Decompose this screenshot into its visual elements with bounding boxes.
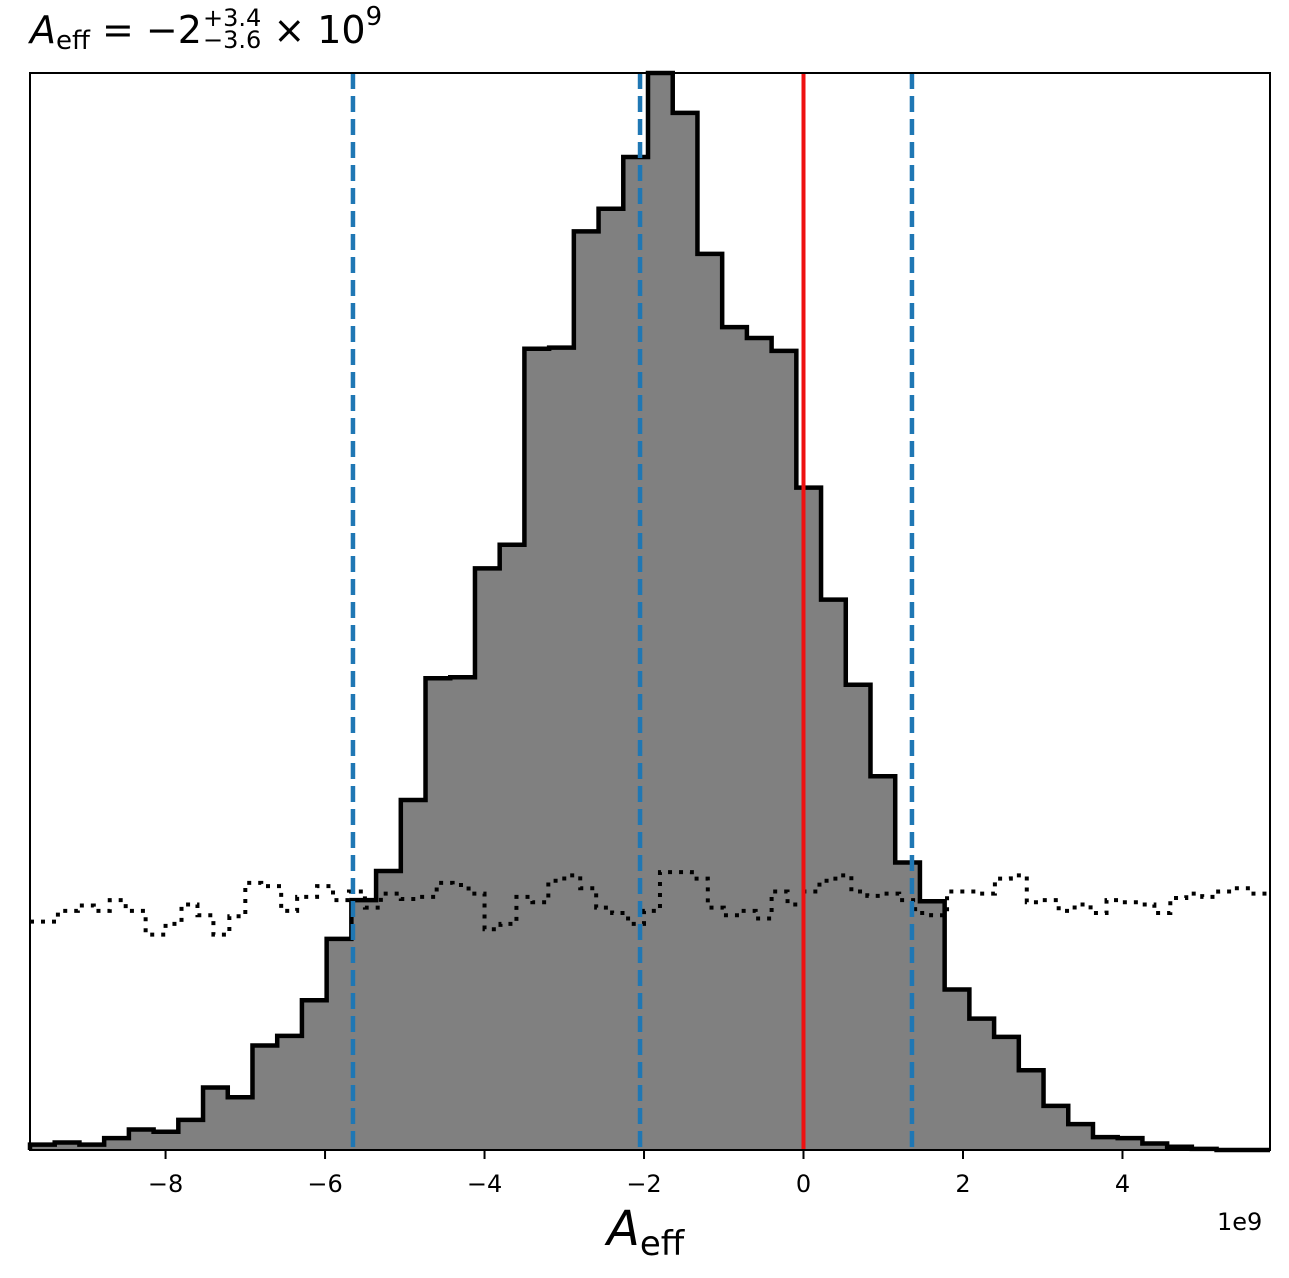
histogram-bar: [944, 989, 970, 1150]
x-tick-label: −2: [626, 1170, 661, 1198]
x-tick-label: 2: [955, 1170, 970, 1198]
histogram-bar: [994, 1036, 1020, 1150]
histogram-bar: [203, 1087, 229, 1150]
histogram-bar: [1018, 1070, 1045, 1150]
histogram-bar: [549, 347, 575, 1150]
histogram-bar: [672, 112, 698, 1150]
title-times: × 10: [273, 8, 366, 52]
title-symbol: A: [30, 8, 56, 52]
x-tick-label: 0: [796, 1170, 811, 1198]
x-tick-label: 4: [1115, 1170, 1130, 1198]
histogram-bar: [697, 253, 723, 1150]
histogram-bar: [277, 1035, 303, 1150]
histogram-outline: [27, 70, 1270, 1153]
histogram-bar: [919, 901, 946, 1150]
x-axis-label: Aeff: [607, 1205, 684, 1261]
histogram-bar: [1117, 1138, 1143, 1150]
histogram-bar: [573, 231, 600, 1151]
xlabel-subscript: eff: [639, 1224, 685, 1264]
histogram-bar: [227, 1097, 253, 1150]
histogram-bars: [30, 73, 1218, 1151]
title-subscript: eff: [56, 26, 90, 56]
plot-frame: [29, 72, 1271, 1151]
histogram-bar: [746, 337, 773, 1150]
histogram-bar: [499, 544, 525, 1150]
histogram-bar: [969, 1018, 995, 1150]
histogram-bar: [178, 1119, 204, 1150]
title-upper-error: +3.4: [202, 3, 262, 32]
histogram-bar: [450, 677, 476, 1150]
histogram-bar: [425, 678, 451, 1150]
histogram-bar: [796, 487, 822, 1150]
x-axis-ticks: −8 −6 −4 −2 0 2 4: [148, 1150, 1130, 1198]
histogram-bar: [474, 568, 501, 1150]
histogram-bar: [79, 1144, 105, 1150]
histogram-bar: [376, 871, 402, 1150]
histogram-bar: [623, 157, 649, 1151]
histogram-bar: [845, 684, 871, 1150]
xlabel-symbol: A: [607, 1201, 640, 1257]
histogram-bar: [104, 1138, 130, 1150]
histogram-bar: [722, 327, 748, 1150]
x-axis-offset-label: 1e9: [1217, 1208, 1263, 1236]
histogram-bar: [1043, 1105, 1069, 1150]
histogram-bar: [598, 208, 624, 1150]
histogram-bar: [351, 900, 377, 1150]
title-lower-error: −3.6: [202, 25, 262, 54]
histogram-bar: [54, 1142, 80, 1150]
histogram-bar: [524, 348, 550, 1150]
x-tick-label: −4: [467, 1170, 502, 1198]
histogram-bar: [771, 350, 797, 1151]
histogram-bar: [895, 862, 921, 1150]
histogram-bar: [870, 776, 896, 1150]
x-tick-label: −6: [307, 1170, 342, 1198]
chart-title: Aeff = −2 +3.4 −3.6 × 109: [30, 4, 382, 55]
title-equals: = −2: [102, 8, 202, 52]
histogram-bar: [400, 799, 427, 1150]
histogram-bar: [128, 1129, 155, 1150]
histogram-bar: [301, 1000, 328, 1150]
histogram-bar: [326, 938, 352, 1150]
histogram-bar: [30, 1144, 56, 1150]
histogram-bar: [153, 1131, 179, 1150]
histogram-bar: [252, 1045, 278, 1150]
histogram-bar: [648, 73, 674, 1150]
reference-lines: [350, 73, 915, 1150]
x-tick-label: −8: [148, 1170, 183, 1198]
histogram-bar: [1142, 1143, 1168, 1150]
title-exponent: 9: [365, 2, 383, 32]
histogram-bar: [1092, 1137, 1119, 1150]
histogram-bar: [1068, 1124, 1094, 1150]
